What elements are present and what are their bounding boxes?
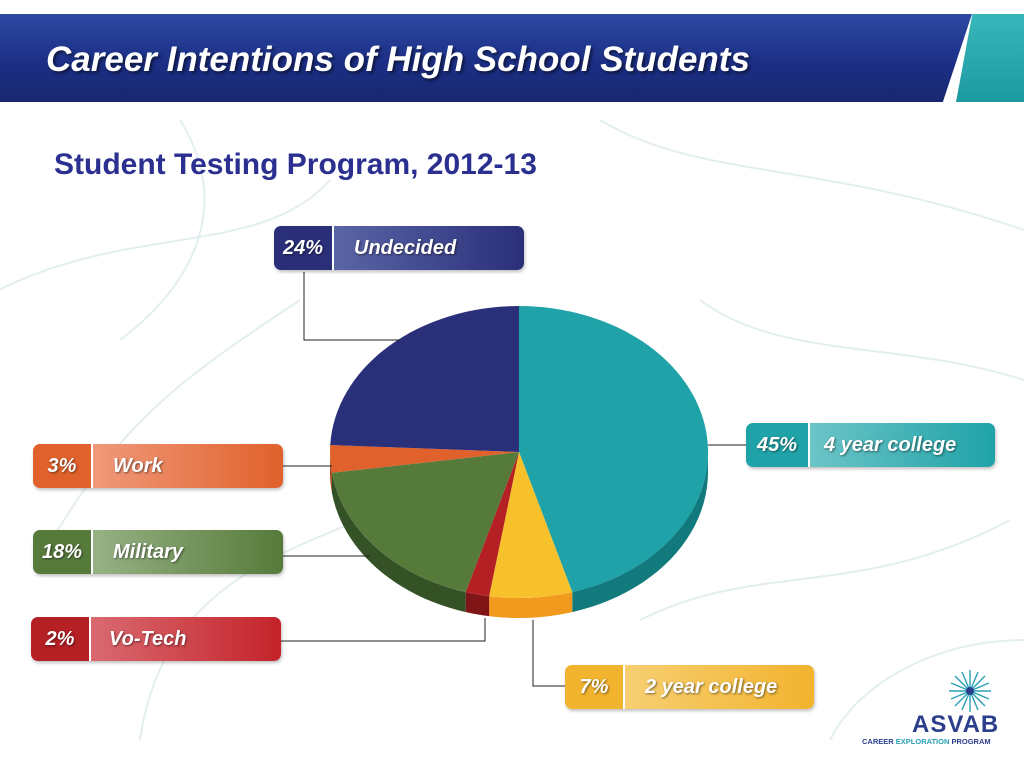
title-banner xyxy=(0,14,972,102)
logo-tagline-career: CAREER xyxy=(862,737,896,746)
label-work: 3% Work xyxy=(33,444,283,488)
label-undecided-pct: 24% xyxy=(274,226,334,270)
label-undecided-name: Undecided xyxy=(334,226,524,270)
label-undecided: 24% Undecided xyxy=(274,226,524,270)
leader-line-vo-tech xyxy=(281,618,486,642)
pie-side-4-year-college xyxy=(572,452,708,613)
label-military: 18% Military xyxy=(33,530,283,574)
label-vo-tech-name: Vo-Tech xyxy=(91,617,281,661)
label-vo-tech: 2% Vo-Tech xyxy=(31,617,281,661)
logo-wordmark: ASVAB xyxy=(912,711,1000,738)
pie-side-2-year-college xyxy=(489,592,573,618)
pie-side-work xyxy=(330,452,332,493)
pie-side-military xyxy=(331,472,466,613)
label-4-year-college: 45% 4 year college xyxy=(746,423,995,467)
label-work-name: Work xyxy=(93,444,283,488)
pie-slice-vo-tech xyxy=(465,452,519,597)
label-4-year-college-name: 4 year college xyxy=(810,423,995,467)
pie-slice-undecided xyxy=(330,306,519,452)
pie-slice-4-year-college xyxy=(519,306,709,593)
label-2-year-college-name: 2 year college xyxy=(625,665,814,709)
pie-slice-work xyxy=(329,445,519,473)
asvab-logo-star-icon xyxy=(949,670,991,712)
leader-line-undecided xyxy=(303,272,400,341)
label-2-year-college-pct: 7% xyxy=(565,665,625,709)
pie-side-vo-tech xyxy=(465,592,490,617)
label-4-year-college-pct: 45% xyxy=(746,423,810,467)
page-title: Career Intentions of High School Student… xyxy=(46,40,750,79)
chart-subtitle: Student Testing Program, 2012-13 xyxy=(54,148,537,181)
logo-tagline-program: PROGRAM xyxy=(951,737,991,746)
label-work-pct: 3% xyxy=(33,444,93,488)
label-vo-tech-pct: 2% xyxy=(31,617,91,661)
leader-line-2-year-college xyxy=(532,620,565,687)
label-2-year-college: 7% 2 year college xyxy=(565,665,814,709)
label-military-pct: 18% xyxy=(33,530,93,574)
logo-tagline-exploration: EXPLORATION xyxy=(895,737,952,746)
pie-slice-2-year-college xyxy=(489,452,573,599)
logo-tagline: CAREER EXPLORATION PROGRAM xyxy=(862,737,991,746)
pie-slice-military xyxy=(331,452,519,593)
label-military-name: Military xyxy=(93,530,283,574)
